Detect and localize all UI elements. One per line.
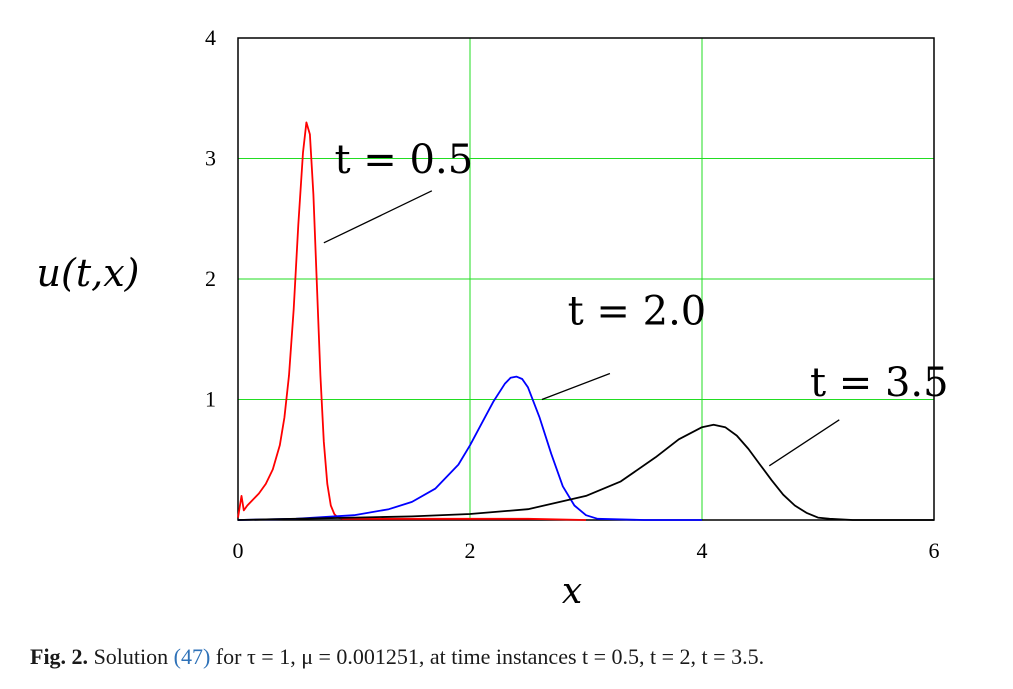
x-tick-label: 2 [465,538,476,563]
series-line-3 [237,423,934,521]
y-tick-label: 3 [205,146,216,171]
series-layer [237,121,934,521]
figure-label: Fig. 2. [30,644,89,669]
leader-line-2 [541,372,611,401]
figure-caption: Fig. 2. Solution (47) for τ = 1, μ = 0.0… [30,644,1000,670]
annotation-label-3: t = 3.5 [810,360,949,406]
equation-reference-link[interactable]: (47) [173,644,211,669]
leader-line-1 [323,190,433,244]
x-tick-label: 6 [929,538,940,563]
caption-text-before: Solution [93,644,169,669]
series-annotations: t = 0.5 t = 2.0 t = 3.5 [335,137,949,406]
caption-text-after: for τ = 1, μ = 0.001251, at time instanc… [215,644,765,669]
y-axis-label: u(t,x) [37,251,140,295]
x-tick-label: 0 [233,538,244,563]
series-line-1 [237,121,587,521]
chart: 0 2 4 6 1 2 3 4 t = 0.5 t = 2.0 t = 3.5 u(t,x) x [37,25,949,612]
leader-lines [323,190,840,467]
y-tick-label: 2 [205,266,216,291]
y-tick-label: 4 [205,25,216,50]
grid-lines [238,38,934,520]
series-line-2 [237,375,702,521]
x-tick-label: 4 [697,538,708,563]
y-tick-labels: 1 2 3 4 [205,25,216,412]
annotation-label-2: t = 2.0 [568,289,707,335]
x-axis-label: x [562,571,582,612]
x-tick-labels: 0 2 4 6 [233,538,940,563]
leader-line-3 [768,419,840,467]
annotation-label-1: t = 0.5 [335,137,474,183]
y-tick-label: 1 [205,387,216,412]
